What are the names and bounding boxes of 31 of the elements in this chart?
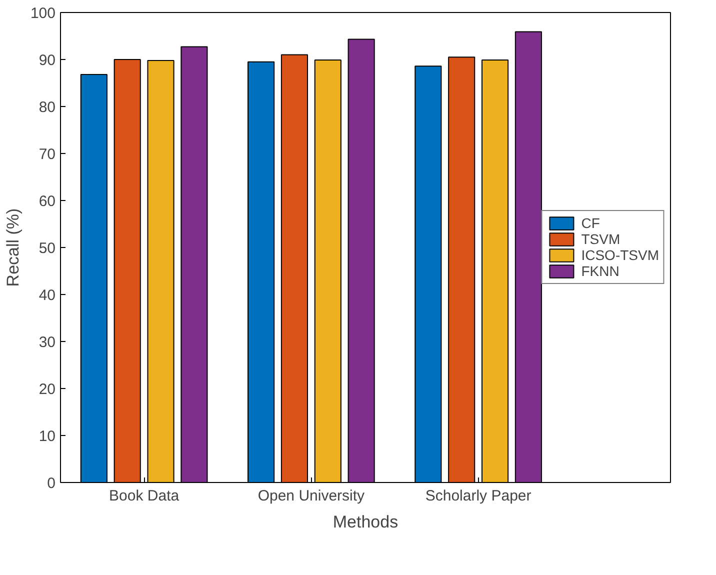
y-axis-title: Recall (%) [3, 208, 22, 287]
bar [147, 60, 174, 482]
bar [114, 59, 141, 482]
y-tick-label: 40 [38, 287, 56, 304]
legend-label: TSVM [581, 231, 620, 247]
x-tick-label: Book Data [109, 488, 180, 504]
y-tick-label: 90 [38, 52, 56, 69]
bar [248, 61, 275, 482]
legend-label: CF [581, 215, 601, 231]
x-tick-label: Scholarly Paper [425, 488, 532, 504]
bar [481, 59, 509, 482]
bar [80, 74, 108, 482]
x-tick-label: Open University [258, 488, 366, 504]
bar [280, 54, 308, 482]
legend-label: ICSO-TSVM [581, 247, 659, 263]
bar [448, 56, 476, 482]
y-tick-label: 20 [38, 381, 56, 398]
y-tick-label: 70 [38, 146, 56, 163]
y-tick-label: 80 [38, 99, 56, 116]
y-tick-label: 50 [38, 240, 56, 257]
bar [180, 46, 208, 482]
y-tick-label: 10 [38, 428, 56, 445]
y-tick-label: 30 [38, 334, 56, 351]
legend-label: FKNN [581, 263, 620, 279]
y-tick-label: 0 [47, 475, 56, 492]
bar [314, 59, 342, 482]
y-tick-label: 60 [38, 193, 56, 210]
y-tick-label: 100 [30, 5, 56, 22]
x-axis-title: Methods [332, 512, 398, 532]
bar [348, 38, 375, 482]
bar [414, 66, 442, 482]
